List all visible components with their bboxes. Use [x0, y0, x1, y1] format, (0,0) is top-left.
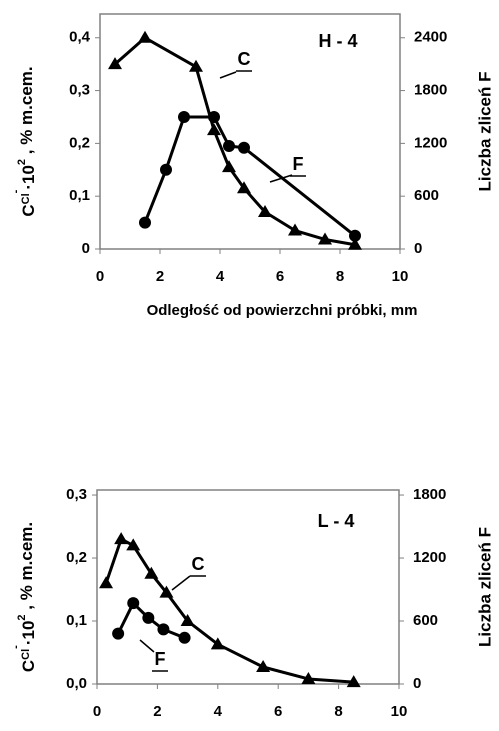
y-axis-label-part: , % m.cem. [17, 522, 36, 615]
marker [126, 538, 141, 551]
chart: 0 0,1 0,2 0,3 0,4 0 600 1200 1800 2400 0 2 4 6 8 10 Odle… [10, 13, 494, 319]
series-label: C [238, 49, 251, 69]
y2-tick-label: 1800 [413, 486, 446, 503]
marker [144, 566, 159, 579]
y-axis-label-part: C [19, 204, 38, 216]
y-axis-label-part: 2 [16, 159, 28, 165]
y-tick-label: 0,3 [66, 486, 87, 503]
marker [208, 110, 220, 123]
y-tick-label: 0 [82, 240, 90, 257]
y2-axis-label: Liczba zliceń F [475, 527, 494, 647]
leader-line [139, 639, 168, 672]
y-axis-label-part: Cl [20, 193, 32, 204]
x-tick-label: 6 [276, 268, 284, 285]
y2-tick-label: 1200 [413, 549, 446, 566]
y-axis-label-part: Cl [20, 649, 32, 660]
y-axis-label-part: ·10 [19, 165, 38, 190]
marker [178, 110, 190, 123]
y2-tick-label: 2400 [414, 29, 447, 46]
marker [139, 216, 151, 229]
x-tick-label: 4 [214, 703, 223, 720]
marker [210, 637, 225, 650]
y-tick-label: 0,1 [66, 612, 87, 629]
marker [256, 659, 271, 672]
y-tick-label: 0,1 [69, 187, 90, 204]
x-tick-label: 0 [93, 703, 101, 720]
marker [349, 229, 361, 242]
marker [159, 585, 174, 598]
marker [288, 223, 302, 236]
chart-title: H - 4 [318, 31, 357, 51]
series-label: C [192, 554, 205, 574]
y-axis-label-part: - [10, 189, 22, 193]
series-label: F [155, 649, 166, 669]
marker [237, 181, 251, 194]
y-tick-label: 0,2 [69, 134, 90, 151]
x-tick-label: 4 [216, 268, 225, 285]
series-line [104, 537, 354, 684]
y2-tick-label: 1800 [414, 82, 447, 99]
chart: 0,00,10,20,30600120018000246810Odległość… [10, 486, 495, 720]
y2-tick-label: 600 [413, 612, 438, 629]
marker [238, 141, 250, 154]
series-label: F [293, 154, 304, 174]
marker [178, 631, 191, 644]
x-tick-label: 10 [391, 703, 408, 720]
marker [301, 671, 316, 684]
leader-line [269, 174, 306, 183]
x-tick-label: 10 [392, 268, 409, 285]
leader-line [171, 575, 206, 591]
leader-line [219, 70, 252, 79]
marker [222, 160, 236, 173]
marker [114, 532, 129, 545]
x-tick-label: 2 [156, 268, 164, 285]
y-axis-label-part: C [19, 660, 38, 672]
marker [160, 163, 172, 176]
marker [318, 232, 332, 245]
x-tick-label: 2 [153, 703, 161, 720]
y-axis-label-part: 2 [16, 614, 28, 620]
x-axis-label: Odległość od powierzchni próbki, mm [147, 302, 418, 319]
marker [142, 611, 155, 624]
marker [127, 597, 140, 610]
y-axis-label-part: , % m.cem. [17, 66, 36, 159]
x-tick-label: 8 [336, 268, 344, 285]
y2-tick-label: 0 [413, 675, 421, 692]
y-axis-label-part: - [10, 645, 22, 649]
x-tick-label: 6 [274, 703, 282, 720]
marker [189, 59, 203, 72]
y2-axis-label: Liczba zliceń F [475, 72, 494, 192]
y2-tick-label: 1200 [414, 134, 447, 151]
y2-tick-label: 600 [414, 187, 439, 204]
marker [348, 237, 362, 250]
y-tick-label: 0,0 [66, 675, 87, 692]
marker [180, 614, 195, 627]
y-axis-label: CCl-·102 , % m.cem. [10, 66, 39, 216]
plot-frame [96, 489, 400, 685]
y-axis-label: CCl-·102 , % m.cem. [10, 522, 39, 672]
marker [346, 675, 361, 688]
marker [157, 623, 170, 636]
marker [223, 140, 235, 153]
marker [258, 205, 272, 218]
marker [99, 576, 114, 589]
marker [207, 123, 221, 136]
y-tick-label: 0,4 [69, 29, 91, 46]
x-tick-label: 0 [96, 268, 104, 285]
marker [112, 627, 125, 640]
y-tick-label: 0,3 [69, 82, 90, 99]
x-tick-label: 8 [334, 703, 342, 720]
y-tick-label: 0,2 [66, 549, 87, 566]
y2-tick-label: 0 [414, 240, 422, 257]
series-line [114, 36, 356, 247]
y-axis-label-part: ·10 [19, 621, 38, 646]
marker [138, 30, 152, 43]
marker [108, 57, 122, 70]
chart-title: L - 4 [318, 511, 355, 531]
